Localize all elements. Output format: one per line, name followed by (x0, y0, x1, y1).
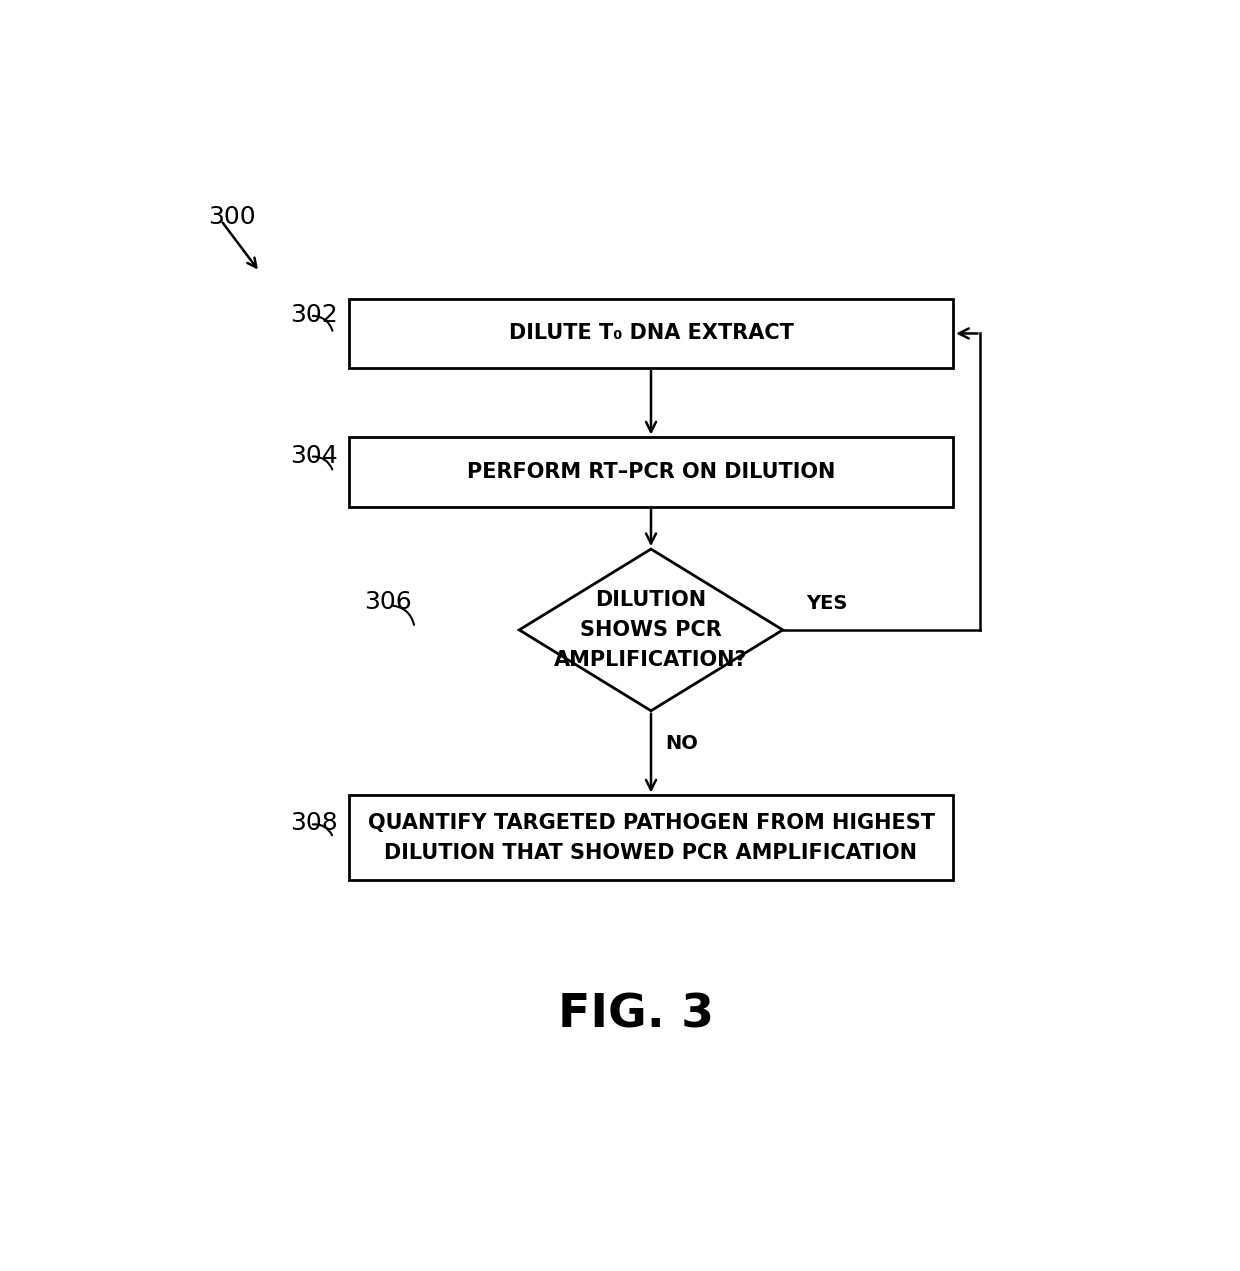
Bar (348, 437, 954, 507)
Text: 308: 308 (290, 811, 339, 835)
Text: DILUTION
SHOWS PCR
AMPLIFICATION?: DILUTION SHOWS PCR AMPLIFICATION? (554, 590, 748, 670)
Bar (348, 299, 954, 369)
Text: 302: 302 (290, 302, 339, 327)
Polygon shape (520, 549, 782, 710)
Bar (348, 796, 954, 881)
Text: 300: 300 (207, 205, 255, 229)
Text: DILUTE T₀ DNA EXTRACT: DILUTE T₀ DNA EXTRACT (508, 324, 794, 343)
Text: YES: YES (806, 594, 847, 613)
Text: 304: 304 (290, 444, 339, 468)
Text: NO: NO (665, 733, 698, 752)
Text: QUANTIFY TARGETED PATHOGEN FROM HIGHEST
DILUTION THAT SHOWED PCR AMPLIFICATION: QUANTIFY TARGETED PATHOGEN FROM HIGHEST … (367, 813, 935, 863)
Text: PERFORM RT–PCR ON DILUTION: PERFORM RT–PCR ON DILUTION (466, 463, 836, 482)
Text: FIG. 3: FIG. 3 (558, 993, 713, 1037)
Text: 306: 306 (365, 590, 412, 614)
